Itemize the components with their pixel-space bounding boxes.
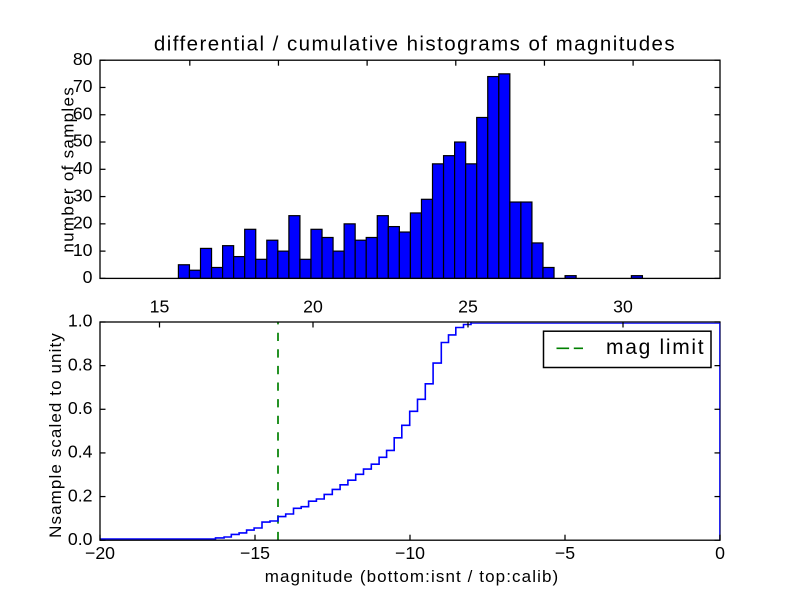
svg-text:0: 0 — [715, 543, 725, 563]
svg-text:0.0: 0.0 — [68, 529, 93, 549]
svg-text:1.0: 1.0 — [68, 311, 93, 331]
svg-text:0.4: 0.4 — [68, 442, 93, 462]
svg-text:0.6: 0.6 — [68, 398, 93, 418]
svg-text:10: 10 — [73, 240, 93, 260]
svg-text:−15: −15 — [240, 543, 270, 563]
svg-text:30: 30 — [613, 296, 633, 316]
svg-text:70: 70 — [73, 76, 93, 96]
svg-text:mag limit: mag limit — [606, 336, 705, 359]
svg-text:50: 50 — [73, 131, 93, 151]
svg-text:−20: −20 — [85, 543, 115, 563]
svg-text:magnitude (bottom:isnt / top:c: magnitude (bottom:isnt / top:calib) — [265, 567, 560, 586]
svg-text:15: 15 — [150, 296, 170, 316]
svg-text:25: 25 — [458, 296, 478, 316]
svg-text:20: 20 — [303, 296, 323, 316]
svg-text:number of samples: number of samples — [59, 86, 78, 253]
svg-text:Nsample scaled to unity: Nsample scaled to unity — [46, 332, 65, 538]
svg-text:0: 0 — [83, 267, 93, 287]
svg-text:0.8: 0.8 — [68, 354, 93, 374]
svg-text:30: 30 — [73, 185, 93, 205]
svg-text:0.2: 0.2 — [68, 485, 93, 505]
svg-text:−10: −10 — [395, 543, 425, 563]
svg-text:80: 80 — [73, 49, 93, 69]
svg-text:20: 20 — [73, 213, 93, 233]
svg-text:40: 40 — [73, 158, 93, 178]
svg-text:60: 60 — [73, 103, 93, 123]
svg-text:differential / cumulative hist: differential / cumulative histograms of … — [154, 33, 676, 56]
svg-text:−5: −5 — [555, 543, 575, 563]
